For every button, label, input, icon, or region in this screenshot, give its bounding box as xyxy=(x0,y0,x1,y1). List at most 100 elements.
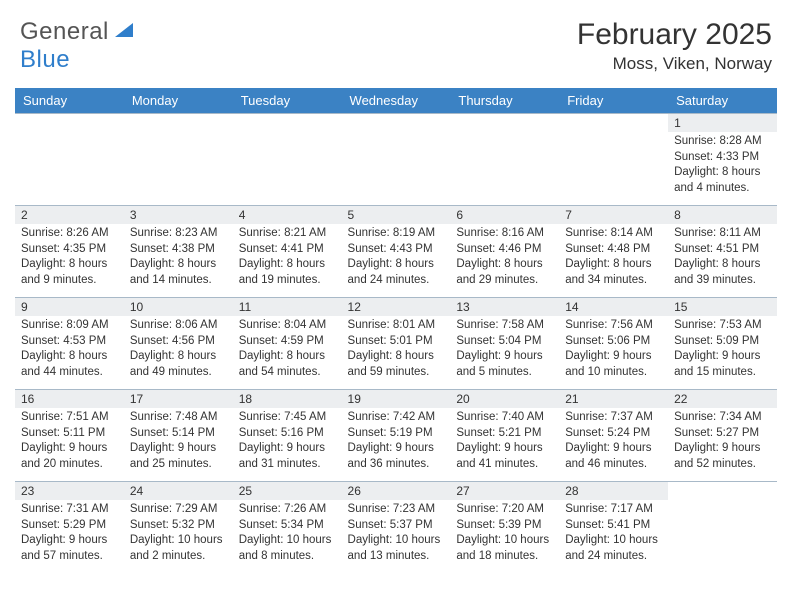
sunset-text: Sunset: 5:14 PM xyxy=(130,426,227,442)
day-content: Sunrise: 7:45 AMSunset: 5:16 PMDaylight:… xyxy=(233,408,342,476)
sunset-text: Sunset: 5:41 PM xyxy=(565,518,662,534)
calendar-day-cell xyxy=(559,114,668,206)
month-title: February 2025 xyxy=(577,18,772,52)
day-header: Sunday xyxy=(15,88,124,114)
calendar-day-cell: 28Sunrise: 7:17 AMSunset: 5:41 PMDayligh… xyxy=(559,482,668,574)
logo-word1: General xyxy=(20,18,109,45)
sunrise-text: Sunrise: 8:04 AM xyxy=(239,318,336,334)
day-number: 1 xyxy=(668,114,777,132)
sunrise-text: Sunrise: 7:42 AM xyxy=(348,410,445,426)
calendar-day-cell: 12Sunrise: 8:01 AMSunset: 5:01 PMDayligh… xyxy=(342,298,451,390)
day-content: Sunrise: 7:17 AMSunset: 5:41 PMDaylight:… xyxy=(559,500,668,568)
sunset-text: Sunset: 4:53 PM xyxy=(21,334,118,350)
calendar-day-cell: 23Sunrise: 7:31 AMSunset: 5:29 PMDayligh… xyxy=(15,482,124,574)
calendar-day-cell: 22 Sunrise: 7:34 AMSunset: 5:27 PMDayligh… xyxy=(668,390,777,482)
daylight-text: Daylight: 9 hours and 52 minutes. xyxy=(674,441,771,472)
sunrise-text: Sunrise: 8:01 AM xyxy=(348,318,445,334)
daylight-text: Daylight: 10 hours and 13 minutes. xyxy=(348,533,445,564)
day-content: Sunrise: 8:04 AMSunset: 4:59 PMDaylight:… xyxy=(233,316,342,384)
header: General Blue February 2025 Moss, Viken, … xyxy=(0,0,792,82)
calendar-day-cell xyxy=(124,114,233,206)
day-number: 22 xyxy=(668,390,777,408)
sunrise-text: Sunrise: 8:26 AM xyxy=(21,226,118,242)
day-content: Sunrise: 8:01 AMSunset: 5:01 PMDaylight:… xyxy=(342,316,451,384)
sunrise-text: Sunrise: 7:48 AM xyxy=(130,410,227,426)
calendar-day-cell: 20Sunrise: 7:40 AMSunset: 5:21 PMDayligh… xyxy=(450,390,559,482)
sunset-text: Sunset: 5:06 PM xyxy=(565,334,662,350)
sunset-text: Sunset: 5:24 PM xyxy=(565,426,662,442)
sunset-text: Sunset: 5:21 PM xyxy=(456,426,553,442)
daylight-text: Daylight: 9 hours and 5 minutes. xyxy=(456,349,553,380)
day-content: Sunrise: 7:20 AMSunset: 5:39 PMDaylight:… xyxy=(450,500,559,568)
sunrise-text: Sunrise: 7:29 AM xyxy=(130,502,227,518)
day-content: Sunrise: 7:23 AMSunset: 5:37 PMDaylight:… xyxy=(342,500,451,568)
sunrise-text: Sunrise: 8:09 AM xyxy=(21,318,118,334)
calendar-day-cell xyxy=(233,114,342,206)
calendar-day-cell: 27Sunrise: 7:20 AMSunset: 5:39 PMDayligh… xyxy=(450,482,559,574)
sunrise-text: Sunrise: 7:53 AM xyxy=(674,318,771,334)
day-header: Friday xyxy=(559,88,668,114)
sunrise-text: Sunrise: 7:51 AM xyxy=(21,410,118,426)
calendar-day-cell: 24Sunrise: 7:29 AMSunset: 5:32 PMDayligh… xyxy=(124,482,233,574)
day-content: Sunrise: 7:48 AMSunset: 5:14 PMDaylight:… xyxy=(124,408,233,476)
day-number: 7 xyxy=(559,206,668,224)
daylight-text: Daylight: 9 hours and 41 minutes. xyxy=(456,441,553,472)
day-number: 17 xyxy=(124,390,233,408)
day-header: Thursday xyxy=(450,88,559,114)
calendar-day-cell: 16 Sunrise: 7:51 AMSunset: 5:11 PMDayligh… xyxy=(15,390,124,482)
calendar-day-cell: 15Sunrise: 7:53 AMSunset: 5:09 PMDayligh… xyxy=(668,298,777,390)
daylight-text: Daylight: 9 hours and 57 minutes. xyxy=(21,533,118,564)
calendar-day-cell xyxy=(342,114,451,206)
day-header: Saturday xyxy=(668,88,777,114)
day-content: Sunrise: 7:42 AMSunset: 5:19 PMDaylight:… xyxy=(342,408,451,476)
sunset-text: Sunset: 4:33 PM xyxy=(674,150,771,166)
daylight-text: Daylight: 8 hours and 9 minutes. xyxy=(21,257,118,288)
daylight-text: Daylight: 8 hours and 54 minutes. xyxy=(239,349,336,380)
calendar-day-cell: 9Sunrise: 8:09 AMSunset: 4:53 PMDaylight… xyxy=(15,298,124,390)
day-content: Sunrise: 8:28 AMSunset: 4:33 PMDaylight:… xyxy=(668,132,777,200)
sunset-text: Sunset: 4:59 PM xyxy=(239,334,336,350)
sunset-text: Sunset: 5:27 PM xyxy=(674,426,771,442)
day-number: 16 xyxy=(15,390,124,408)
sunrise-text: Sunrise: 8:16 AM xyxy=(456,226,553,242)
calendar-week-row: 2Sunrise: 8:26 AMSunset: 4:35 PMDaylight… xyxy=(15,206,777,298)
sunset-text: Sunset: 5:37 PM xyxy=(348,518,445,534)
sunset-text: Sunset: 5:11 PM xyxy=(21,426,118,442)
day-content: Sunrise: 8:09 AMSunset: 4:53 PMDaylight:… xyxy=(15,316,124,384)
calendar-day-cell: 11Sunrise: 8:04 AMSunset: 4:59 PMDayligh… xyxy=(233,298,342,390)
calendar-day-cell: 6Sunrise: 8:16 AMSunset: 4:46 PMDaylight… xyxy=(450,206,559,298)
calendar-day-cell xyxy=(15,114,124,206)
calendar-day-cell: 8Sunrise: 8:11 AMSunset: 4:51 PMDaylight… xyxy=(668,206,777,298)
daylight-text: Daylight: 9 hours and 15 minutes. xyxy=(674,349,771,380)
sunset-text: Sunset: 5:29 PM xyxy=(21,518,118,534)
calendar-day-cell: 14Sunrise: 7:56 AMSunset: 5:06 PMDayligh… xyxy=(559,298,668,390)
sunrise-text: Sunrise: 7:34 AM xyxy=(674,410,771,426)
sunrise-text: Sunrise: 7:20 AM xyxy=(456,502,553,518)
sunrise-text: Sunrise: 7:40 AM xyxy=(456,410,553,426)
day-number: 25 xyxy=(233,482,342,500)
day-content: Sunrise: 7:37 AMSunset: 5:24 PMDaylight:… xyxy=(559,408,668,476)
day-content: Sunrise: 8:11 AMSunset: 4:51 PMDaylight:… xyxy=(668,224,777,292)
calendar-day-cell: 2Sunrise: 8:26 AMSunset: 4:35 PMDaylight… xyxy=(15,206,124,298)
calendar-day-cell: 18Sunrise: 7:45 AMSunset: 5:16 PMDayligh… xyxy=(233,390,342,482)
daylight-text: Daylight: 10 hours and 8 minutes. xyxy=(239,533,336,564)
sunset-text: Sunset: 5:01 PM xyxy=(348,334,445,350)
sunset-text: Sunset: 4:41 PM xyxy=(239,242,336,258)
day-number: 27 xyxy=(450,482,559,500)
day-number: 2 xyxy=(15,206,124,224)
day-content: Sunrise: 8:26 AMSunset: 4:35 PMDaylight:… xyxy=(15,224,124,292)
daylight-text: Daylight: 9 hours and 20 minutes. xyxy=(21,441,118,472)
sunrise-text: Sunrise: 8:14 AM xyxy=(565,226,662,242)
day-number: 11 xyxy=(233,298,342,316)
daylight-text: Daylight: 10 hours and 2 minutes. xyxy=(130,533,227,564)
day-number: 26 xyxy=(342,482,451,500)
daylight-text: Daylight: 9 hours and 46 minutes. xyxy=(565,441,662,472)
sunrise-text: Sunrise: 7:37 AM xyxy=(565,410,662,426)
day-number: 18 xyxy=(233,390,342,408)
calendar-table: Sunday Monday Tuesday Wednesday Thursday… xyxy=(15,88,777,574)
daylight-text: Daylight: 8 hours and 4 minutes. xyxy=(674,165,771,196)
day-content: Sunrise: 7:29 AMSunset: 5:32 PMDaylight:… xyxy=(124,500,233,568)
day-content: Sunrise: 8:23 AMSunset: 4:38 PMDaylight:… xyxy=(124,224,233,292)
calendar-week-row: 9Sunrise: 8:09 AMSunset: 4:53 PMDaylight… xyxy=(15,298,777,390)
day-content: Sunrise: 7:58 AMSunset: 5:04 PMDaylight:… xyxy=(450,316,559,384)
